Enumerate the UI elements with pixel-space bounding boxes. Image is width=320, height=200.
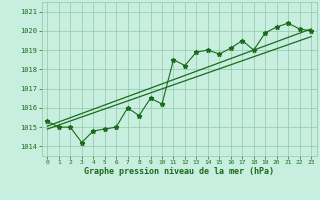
X-axis label: Graphe pression niveau de la mer (hPa): Graphe pression niveau de la mer (hPa): [84, 167, 274, 176]
